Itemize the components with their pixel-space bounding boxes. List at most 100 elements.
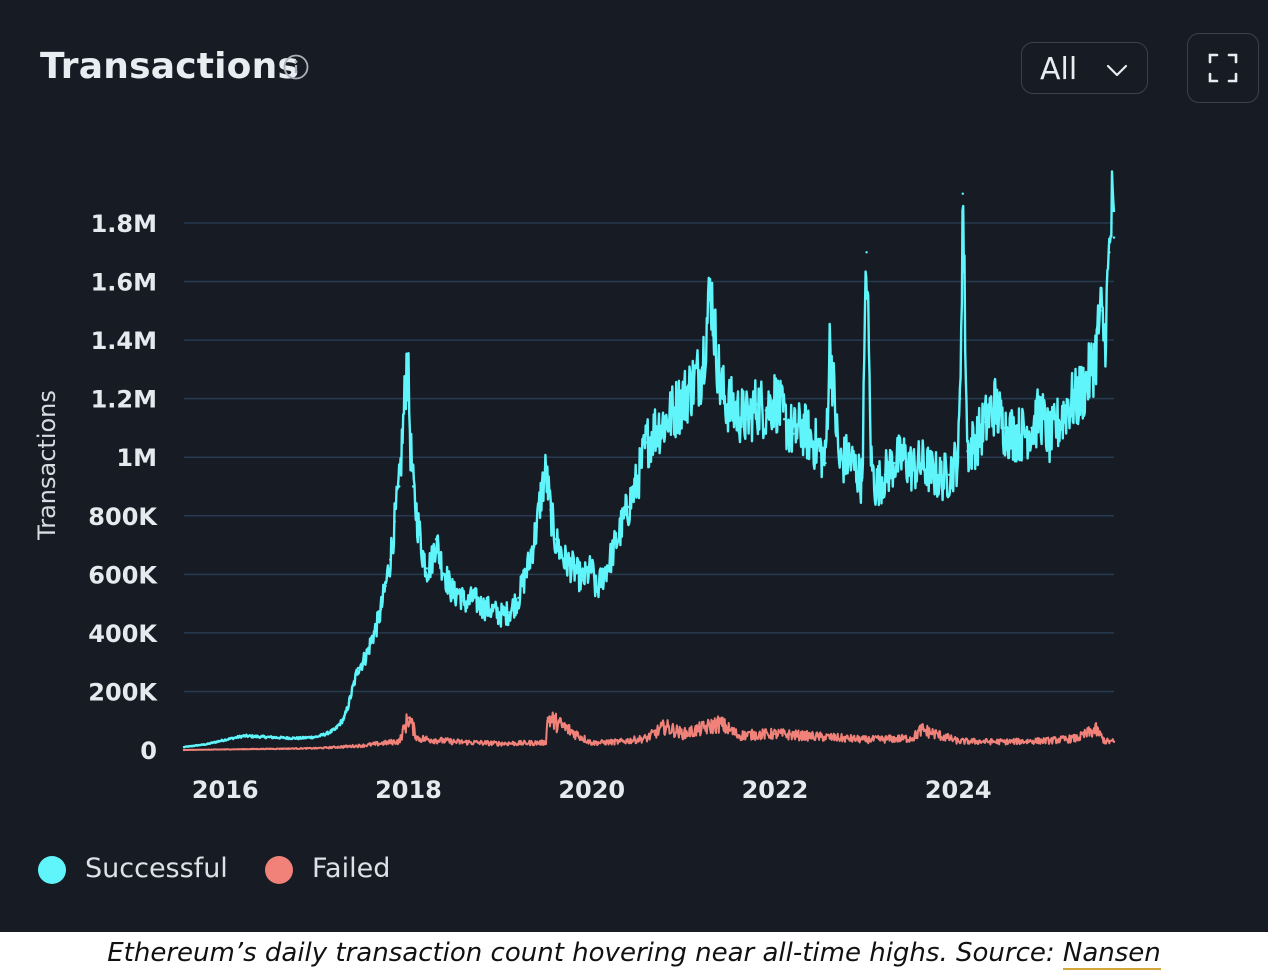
failed-point — [544, 741, 548, 744]
successful-point — [819, 450, 822, 453]
successful-point — [718, 382, 722, 386]
successful-point — [409, 441, 412, 444]
successful-point — [457, 590, 461, 594]
successful-point — [673, 409, 676, 412]
successful-point — [590, 567, 593, 570]
successful-point — [448, 584, 451, 588]
successful-point — [865, 251, 868, 254]
successful-point — [224, 738, 227, 741]
successful-point — [911, 467, 914, 471]
failed-point — [1076, 737, 1079, 740]
fullscreen-button[interactable] — [1187, 33, 1259, 103]
successful-point — [645, 441, 648, 444]
chevron-down-icon — [1106, 64, 1128, 77]
successful-point — [352, 684, 355, 687]
successful-point — [870, 461, 873, 465]
successful-point — [517, 596, 520, 599]
successful-point — [709, 286, 712, 289]
successful-point — [782, 418, 786, 421]
successful-point — [984, 420, 987, 424]
successful-point — [402, 412, 406, 415]
source-link[interactable]: Nansen — [1062, 938, 1161, 970]
successful-point — [443, 573, 447, 576]
successful-point — [920, 461, 923, 465]
figure-caption: Ethereum’s daily transaction count hover… — [0, 933, 1268, 976]
y-axis-label: Transactions — [33, 390, 61, 541]
successful-point — [297, 737, 300, 740]
failed-point — [1103, 740, 1107, 743]
successful-point — [1103, 338, 1107, 342]
successful-point — [961, 192, 964, 195]
successful-point — [1099, 309, 1102, 312]
failed-point — [737, 734, 740, 737]
successful-point — [700, 368, 703, 371]
failed-point — [361, 744, 364, 747]
failed-point — [269, 747, 273, 750]
series-failed-line — [183, 711, 1115, 751]
y-tick-label: 1.4M — [91, 327, 157, 355]
successful-point — [883, 473, 887, 476]
y-tick-label: 1.6M — [91, 269, 157, 297]
failed-point — [718, 722, 722, 725]
successful-point — [334, 728, 337, 731]
successful-point — [471, 596, 474, 599]
successful-point — [1048, 438, 1052, 441]
successful-point — [958, 397, 962, 400]
legend-label-failed: Failed — [312, 853, 391, 884]
successful-point — [837, 461, 841, 465]
successful-point — [324, 732, 328, 736]
successful-point — [508, 611, 511, 614]
chart-card: Transactions All 0 200K 400K 600K 800K 1M 1.2M… — [0, 0, 1268, 932]
failed-point — [911, 737, 914, 740]
successful-point — [411, 485, 415, 488]
successful-point — [205, 742, 209, 746]
y-tick-label: 800K — [88, 503, 158, 531]
successful-point — [563, 558, 566, 561]
successful-point — [540, 491, 543, 494]
time-range-dropdown[interactable]: All — [1021, 42, 1148, 94]
successful-point — [993, 403, 997, 406]
successful-point — [535, 526, 538, 529]
successful-point — [572, 567, 575, 570]
failed-point — [1094, 728, 1097, 731]
successful-point — [1089, 368, 1093, 371]
successful-point — [549, 508, 552, 512]
successful-point — [260, 735, 264, 738]
successful-point — [1094, 353, 1097, 356]
y-tick-label: 1M — [116, 444, 157, 472]
info-icon[interactable] — [283, 54, 309, 80]
successful-point — [421, 549, 424, 553]
successful-point — [938, 476, 942, 479]
successful-point — [627, 505, 630, 509]
successful-point — [430, 561, 433, 564]
successful-point — [1012, 432, 1015, 435]
fullscreen-icon — [1208, 53, 1238, 83]
successful-point — [824, 461, 827, 465]
successful-point — [755, 403, 758, 406]
successful-point — [453, 593, 456, 596]
successful-point — [398, 485, 401, 488]
successful-point — [553, 538, 557, 541]
successful-point — [384, 584, 387, 588]
successful-point — [343, 716, 346, 719]
failed-point — [618, 740, 621, 743]
x-tick-label: 2022 — [742, 776, 809, 804]
successful-point — [654, 426, 658, 430]
successful-point — [1002, 426, 1006, 430]
legend-label-successful: Successful — [85, 853, 228, 884]
successful-point — [379, 608, 383, 611]
successful-point — [966, 450, 969, 453]
y-tick-label: 0 — [140, 737, 157, 765]
failed-point — [773, 732, 777, 736]
successful-point — [847, 456, 850, 459]
successful-point — [347, 702, 351, 705]
y-tick-label: 1.2M — [91, 386, 157, 414]
failed-point — [865, 738, 868, 741]
successful-point — [975, 438, 978, 441]
failed-point — [224, 748, 227, 751]
successful-point — [1108, 251, 1111, 254]
x-tick-label: 2016 — [192, 776, 259, 804]
legend-dot-successful — [38, 856, 66, 884]
failed-point — [957, 740, 960, 743]
y-tick-label: 1.8M — [91, 210, 157, 238]
